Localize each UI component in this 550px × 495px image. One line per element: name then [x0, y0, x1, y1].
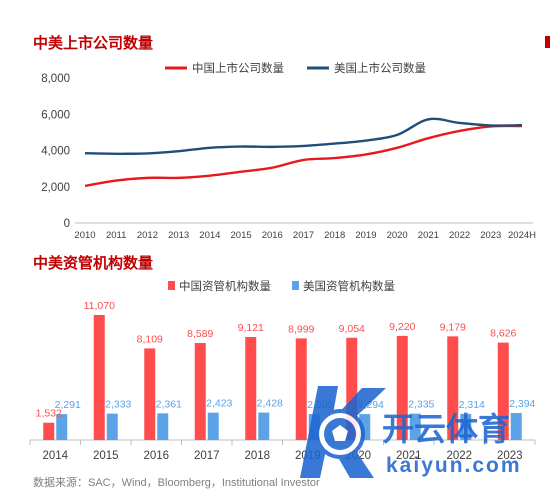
x-tick-label: 2023: [497, 450, 523, 462]
x-tick-label: 2017: [293, 230, 314, 241]
china-bar: [194, 343, 206, 440]
x-tick-label: 2018: [244, 450, 270, 462]
x-tick-label: 2022: [446, 450, 472, 462]
usa-bar-label: 2,335: [408, 399, 434, 411]
usa-bar: [258, 412, 270, 440]
bar-chart-title: 中美资管机构数量: [33, 254, 154, 272]
x-tick-label: 2010: [74, 230, 95, 241]
usa-bar-label: 2,314: [459, 399, 485, 411]
china-bar-label: 9,054: [339, 323, 365, 335]
usa-bar: [157, 413, 169, 440]
china-bar: [447, 336, 459, 440]
x-tick-label: 2018: [324, 230, 345, 241]
y-tick-label: 4,000: [41, 146, 70, 158]
legend-label: 美国上市公司数量: [334, 61, 426, 75]
china-bar-label: 8,109: [137, 333, 163, 345]
china-bar-label: 11,070: [84, 300, 115, 312]
usa-bar-label: 2,333: [105, 399, 131, 411]
legend-label: 中国上市公司数量: [192, 61, 284, 75]
china-bar: [497, 342, 509, 440]
usa-bar: [359, 414, 371, 440]
usa-bar: [510, 412, 522, 440]
legend-swatch: [292, 281, 299, 290]
x-tick-label: 2011: [106, 230, 126, 241]
x-tick-label: 2013: [168, 230, 189, 241]
china-bar-label: 8,999: [288, 323, 314, 335]
china-bar-label: 9,179: [440, 321, 466, 333]
y-tick-label: 6,000: [41, 109, 70, 121]
data-source-note: 数据来源：SAC，Wind，Bloomberg，Institutional In…: [33, 477, 320, 489]
watermark-brand-en: kaiyun.com: [386, 454, 522, 477]
x-tick-label: 2014: [199, 230, 220, 241]
usa-bar-label: 2,361: [156, 398, 182, 410]
china-bar: [144, 348, 156, 440]
x-tick-label: 2012: [137, 230, 158, 241]
china-bar: [93, 315, 105, 440]
kaiyun-watermark-logo: 开云体育 kaiyun.com: [300, 386, 522, 478]
series-line: [84, 124, 523, 188]
x-tick-label: 2021: [418, 230, 439, 241]
china-bar: [295, 338, 307, 440]
x-tick-label: 2021: [396, 450, 422, 462]
x-tick-label: 2024H: [508, 230, 536, 241]
x-tick-label: 2016: [262, 230, 283, 241]
line-chart-title: 中美上市公司数量: [33, 34, 154, 52]
x-tick-label: 2022: [449, 230, 470, 241]
x-tick-label: 2015: [93, 450, 119, 462]
y-tick-label: 8,000: [41, 73, 70, 85]
x-tick-label: 2023: [480, 230, 501, 241]
legend-label: 美国资管机构数量: [303, 279, 395, 293]
usa-bar-label: 2,423: [206, 398, 232, 410]
x-tick-label: 2014: [42, 450, 68, 462]
series-line: [84, 117, 523, 155]
china-bar-label: 1,532: [36, 408, 62, 420]
china-bar: [346, 337, 358, 440]
y-tick-label: 0: [64, 218, 70, 230]
x-tick-label: 2020: [387, 230, 408, 241]
line-chart: 0 2,000 4,000 6,000 8,000 2010 2011 2012 2013 201…: [41, 61, 536, 241]
china-bar-label: 8,626: [490, 328, 516, 340]
x-tick-label: 2017: [194, 450, 220, 462]
usa-bar: [207, 412, 219, 440]
china-bar: [396, 335, 408, 440]
usa-bar-label: 2,394: [509, 398, 535, 410]
legend-swatch: [168, 281, 175, 290]
y-tick-label: 2,000: [41, 182, 70, 194]
usa-bar-label: 2,428: [257, 398, 283, 410]
x-tick-label: 2019: [355, 230, 376, 241]
usa-bar: [460, 413, 472, 440]
cropped-title-marker: [545, 36, 550, 48]
usa-bar: [56, 414, 68, 440]
usa-bar: [106, 413, 118, 440]
usa-bar-label: 2,291: [55, 399, 81, 411]
usa-bar: [409, 413, 421, 440]
x-tick-label: 2016: [143, 450, 169, 462]
china-bar-label: 9,220: [389, 321, 415, 333]
watermark-brand-cn: 开云体育: [382, 411, 510, 447]
china-bar-label: 8,589: [187, 328, 213, 340]
china-bar: [245, 337, 257, 440]
legend-label: 中国资管机构数量: [179, 279, 271, 293]
china-bar: [43, 422, 55, 440]
china-bar-label: 9,121: [238, 322, 264, 334]
x-tick-label: 2015: [231, 230, 252, 241]
